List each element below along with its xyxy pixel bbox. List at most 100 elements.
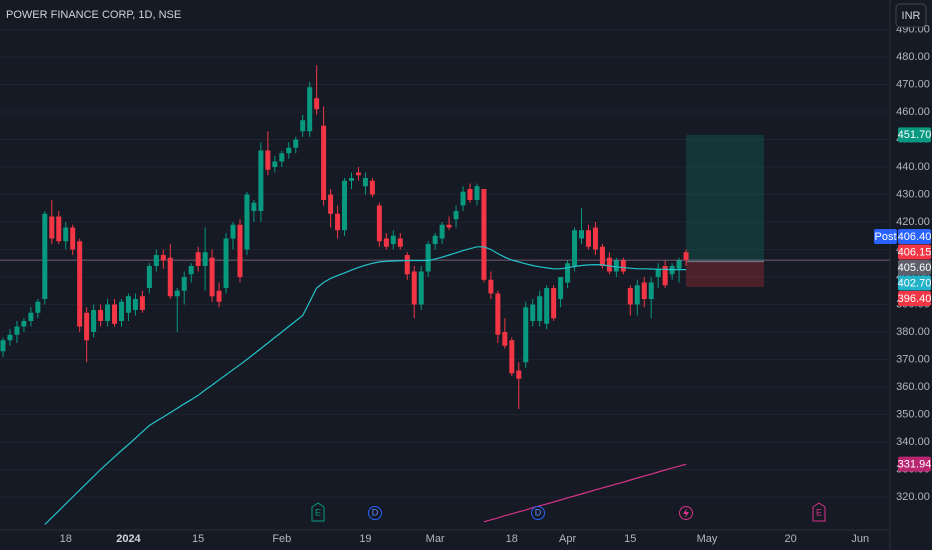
candle-body [188,266,194,275]
x-tick-label: Feb [272,533,291,545]
candle-body [118,301,124,321]
candle-body [279,153,285,162]
price-tag: Post [874,231,896,243]
price-label: 396.40 [898,293,932,305]
event-label: D [535,507,542,517]
candle-body [641,282,647,299]
events: E D D E [311,502,826,522]
candle-body [481,189,487,280]
x-tick-label: 20 [784,533,796,545]
candle-body [139,296,145,310]
candle-body [460,191,466,206]
candle-body [488,279,494,294]
candle-body [537,296,543,321]
moving-average [44,246,687,525]
candle-body [56,216,62,242]
candle-body [376,205,382,242]
candle-body [91,310,97,332]
candle-body [125,296,131,313]
x-tick-label: 15 [192,533,204,545]
candle-body [132,299,138,310]
event-label: E [315,507,321,517]
candle-body [160,255,166,261]
candle-body [662,266,668,286]
price-label: 402.70 [898,277,932,289]
candle-body [105,304,111,321]
candle-body [565,263,571,283]
candle-body [63,227,69,242]
price-label: 451.70 [898,129,932,141]
candle-body [328,194,334,214]
price-label-box [898,127,931,143]
candle-body [98,310,104,321]
event-icon[interactable] [311,502,325,522]
candle-body [293,139,299,148]
candle-body [49,216,55,239]
candle-body [530,304,536,321]
candle-body [362,178,368,187]
x-tick-label: May [697,533,718,545]
candle-body [467,189,473,200]
event-icon[interactable] [368,506,382,520]
candle-body [579,230,585,239]
event-label: D [372,507,379,517]
candle-body [174,290,180,297]
candle-body [676,260,682,269]
candle-body [223,238,229,288]
candle-body [21,321,27,327]
profit-zone [686,134,765,262]
candle-body [474,186,480,200]
candle-body [523,307,529,363]
currency-label[interactable]: INR [902,10,921,22]
moving-average [483,463,687,523]
x-tick-label: Mar [426,533,445,545]
y-tick-label: 360.00 [896,381,930,393]
y-tick-label: 420.00 [896,216,930,228]
candle-body [335,213,341,231]
x-tick-label: Apr [559,533,576,545]
candle-body [397,238,403,247]
candle-body [209,257,215,297]
lightning [683,508,689,518]
event-icon[interactable] [812,502,826,522]
candle-body [439,224,445,239]
candle-body [77,241,83,327]
candle-body [0,340,6,352]
candle-body [321,125,327,200]
candle-body [258,150,264,211]
candle-body [35,301,41,313]
candle-body [585,230,591,247]
grid [0,29,890,498]
y-tick-label: 470.00 [896,78,930,90]
candle-body [369,180,375,195]
candle-body [314,98,320,110]
candle-body [251,202,257,211]
currency-button[interactable] [895,3,927,28]
candle-body [613,260,619,272]
candle-body [509,340,515,374]
y-tick-label: 370.00 [896,353,930,365]
candle-body [551,288,557,319]
candle-body [683,252,689,261]
candle-body [70,227,76,250]
candle-body [383,238,389,247]
event-label: E [816,507,822,517]
candle-body [300,120,306,132]
price-tag-box [874,229,897,245]
candle-body [237,224,243,277]
candle-body [544,288,550,324]
candle-body [216,290,222,302]
event-icon[interactable] [531,506,545,520]
candle-body [648,282,654,299]
candle-body [446,224,452,228]
candle-body [404,255,410,275]
x-tick-label: 19 [359,533,371,545]
candle-body [28,312,34,321]
candle-body [599,246,605,266]
x-tick-label: 18 [60,533,72,545]
candle-body [655,268,661,277]
